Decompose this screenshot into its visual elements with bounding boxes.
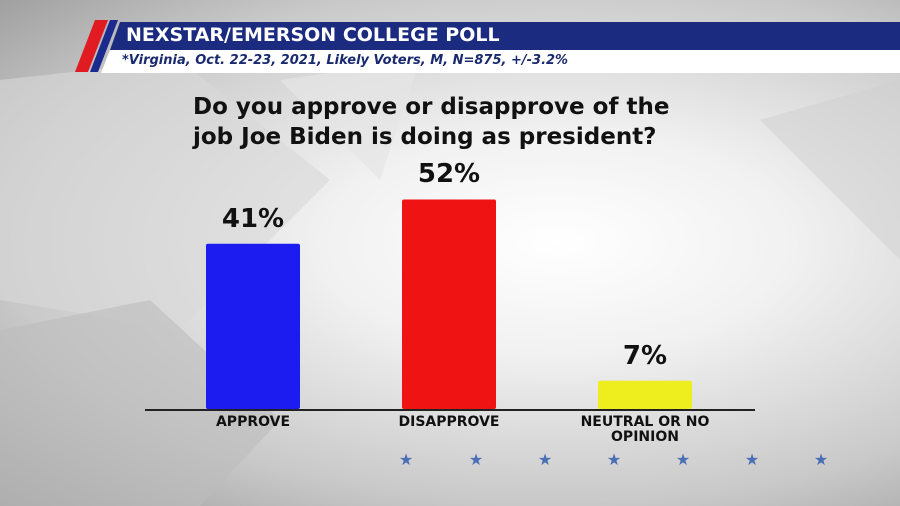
subtitle: *Virginia, Oct. 22-23, 2021, Likely Vote… [122,53,569,68]
category-label: NEUTRAL OR NO OPINION [580,414,710,445]
bar [206,243,300,409]
value-label: 52% [417,159,481,190]
title-bar [110,22,900,50]
star: ★ [469,450,483,469]
subtitle-bar [101,50,900,73]
star: ★ [607,450,621,469]
star-shape [760,80,900,260]
bar [598,380,692,409]
category-label: APPROVE [215,414,291,430]
stripe [90,20,118,72]
star-shape [280,60,420,180]
star-shape [0,300,280,506]
bar [402,199,496,409]
value-label: 7% [622,340,668,371]
star: ★ [676,450,690,469]
star: ★ [745,450,759,469]
category-label: DISAPPROVE [398,414,500,430]
star: ★ [538,450,552,469]
chart-title: NEXSTAR/EMERSON COLLEGE POLL [126,24,500,46]
star: ★ [814,450,828,469]
star-row: ★ ★ ★ ★ ★ ★ ★ [399,450,828,469]
question: Do you approve or disapprove of the job … [193,94,670,150]
stripe [75,20,108,72]
star: ★ [399,450,413,469]
value-label: 41% [221,203,285,234]
